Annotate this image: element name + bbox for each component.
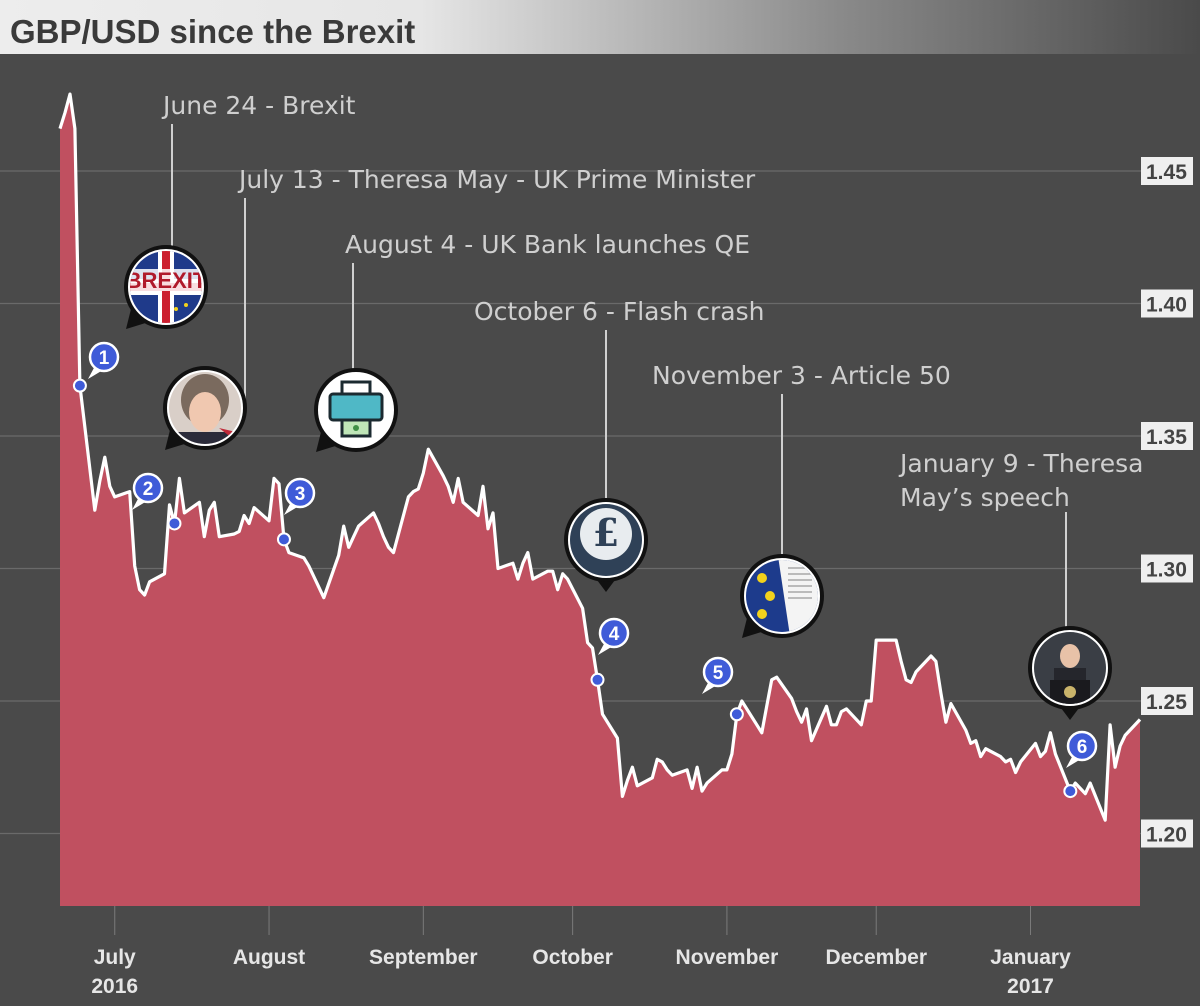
annotation-label: October 6 - Flash crash xyxy=(474,297,765,326)
price-area xyxy=(58,92,1142,907)
y-tick-label: 1.35 xyxy=(1146,426,1187,449)
marker-number: 2 xyxy=(143,479,154,500)
event-marker: 1 xyxy=(72,341,120,393)
speech-podium-icon xyxy=(1034,632,1106,704)
event-icon-bubble: £ xyxy=(564,498,648,592)
marker-pin xyxy=(702,656,734,688)
event-annotations: June 24 - Brexit July 13 - Theresa May - … xyxy=(161,91,1144,628)
area-fill xyxy=(60,94,1140,907)
eu-document-icon xyxy=(746,560,818,632)
annotation-label: November 3 - Article 50 xyxy=(652,361,951,390)
event-icon-bubble xyxy=(740,554,824,638)
annotation-label: July 13 - Theresa May - UK Prime Ministe… xyxy=(237,165,756,194)
x-tick-label: January xyxy=(990,946,1071,969)
y-axis: 1.45 1.40 1.35 1.30 1.25 1.20 xyxy=(1141,157,1193,848)
annotation-label: August 4 - UK Bank launches QE xyxy=(345,230,750,259)
event-marker: 3 xyxy=(276,477,316,547)
marker-number: 1 xyxy=(99,348,110,369)
svg-text:£: £ xyxy=(593,510,619,555)
event-dot xyxy=(590,672,605,687)
annotation-label: January 9 - Theresa xyxy=(898,449,1144,478)
title-background xyxy=(0,0,1200,54)
event-dot xyxy=(167,516,182,531)
y-tick-label-bg xyxy=(1141,422,1193,450)
event-icon-bubble xyxy=(163,366,247,450)
event-marker: 6 xyxy=(1063,730,1098,799)
y-tick-label: 1.30 xyxy=(1146,559,1187,582)
event-icon-bubble xyxy=(314,368,398,452)
event-dot xyxy=(72,378,87,393)
y-tick-label: 1.45 xyxy=(1146,161,1187,184)
marker-pin xyxy=(132,472,164,504)
event-dot xyxy=(276,532,291,547)
marker-pin xyxy=(598,617,630,649)
chart-title: GBP/USD since the Brexit xyxy=(10,13,415,50)
marker-number: 5 xyxy=(713,663,724,684)
annotation-label: May’s speech xyxy=(900,483,1070,512)
y-tick-label: 1.40 xyxy=(1146,294,1187,317)
x-tick-label: December xyxy=(825,946,927,969)
y-tick-label-bg xyxy=(1141,289,1193,318)
x-tick-label: October xyxy=(532,946,613,969)
event-markers: 1 2 3 4 5 6 xyxy=(72,341,1098,799)
theresa-may-portrait-icon xyxy=(169,372,241,444)
marker-pin xyxy=(284,477,316,509)
event-marker: 5 xyxy=(702,656,744,722)
x-axis: July 2016 August September October November De… xyxy=(91,906,1071,998)
x-tick-label: September xyxy=(369,946,478,969)
annotation-label: June 24 - Brexit xyxy=(161,91,356,120)
y-tick-label: 1.25 xyxy=(1146,691,1187,714)
pound-sign-icon: £ xyxy=(570,504,642,576)
event-icons: BREXIT £ xyxy=(124,245,1112,720)
x-tick-year-label: 2016 xyxy=(91,975,138,998)
event-icon-bubble: BREXIT xyxy=(124,245,208,329)
svg-text:BREXIT: BREXIT xyxy=(126,268,207,293)
y-tick-label: 1.20 xyxy=(1146,824,1187,847)
marker-number: 4 xyxy=(609,624,620,645)
x-tick-year-label: 2017 xyxy=(1007,975,1054,998)
x-tick-label: November xyxy=(676,946,779,969)
price-line xyxy=(58,92,1142,822)
brexit-flag-icon: BREXIT xyxy=(126,251,207,323)
marker-number: 3 xyxy=(295,484,306,505)
marker-pin xyxy=(1066,730,1098,762)
y-tick-label-bg xyxy=(1141,554,1193,583)
event-marker: 2 xyxy=(132,472,182,531)
y-tick-label-bg xyxy=(1141,157,1193,185)
x-tick-label: July xyxy=(94,946,136,969)
marker-number: 6 xyxy=(1077,737,1088,758)
title-bar: GBP/USD since the Brexit xyxy=(0,0,1200,54)
x-tick-label: August xyxy=(233,946,305,969)
event-icon-bubble xyxy=(1028,626,1112,720)
event-marker: 4 xyxy=(590,617,630,687)
y-tick-label-bg xyxy=(1141,819,1193,848)
marker-pin xyxy=(88,341,120,373)
money-printer-icon xyxy=(320,374,392,446)
y-tick-label-bg xyxy=(1141,687,1193,715)
event-dot xyxy=(1063,784,1078,799)
event-dot xyxy=(729,707,744,722)
